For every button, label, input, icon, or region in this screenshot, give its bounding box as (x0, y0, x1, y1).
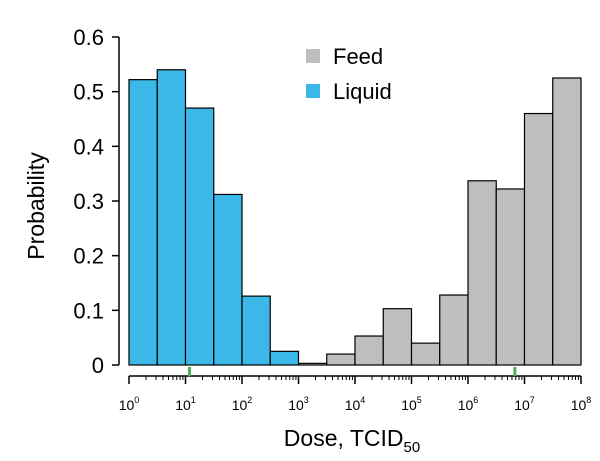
y-tick-label-3: 0.3 (73, 189, 104, 214)
x-axis-title-subscript: 50 (404, 439, 421, 456)
bar-feed-8 (523, 112, 554, 366)
bars-group (128, 69, 582, 366)
y-tick-label-2: 0.2 (73, 244, 104, 269)
legend: Feed Liquid (306, 44, 392, 104)
bar-feed-3 (382, 308, 413, 366)
x-tick-label-7: 107 (514, 395, 535, 413)
y-tick-label-5: 0.5 (73, 80, 104, 105)
bar-feed-7 (495, 188, 526, 366)
bar-feed-4 (410, 342, 441, 366)
y-tick-label-6: 0.6 (73, 25, 104, 50)
legend-swatch-feed (306, 49, 320, 63)
bar-liquid-4 (241, 295, 271, 366)
bar-feed-0 (297, 362, 328, 366)
dose-markers (187, 367, 517, 376)
bar-feed-1 (326, 353, 356, 366)
x-tick-label-8: 108 (571, 395, 592, 413)
legend-swatch-liquid (306, 84, 320, 98)
y-tick-label-4: 0.4 (73, 134, 104, 159)
bar-feed-6 (467, 180, 497, 366)
x-axis-ticks: 100 101 102 103 104 105 106 107 108 (119, 376, 592, 413)
legend-label-liquid: Liquid (333, 79, 392, 104)
y-axis-ticks: 0 0.1 0.2 0.3 0.4 0.5 0.6 (73, 25, 119, 378)
bar-feed-9 (552, 77, 582, 366)
bar-liquid-2 (184, 107, 215, 366)
y-tick-label-1: 0.1 (73, 298, 104, 323)
x-tick-label-1: 101 (175, 395, 196, 413)
x-axis-title: Dose, TCID50 (284, 425, 420, 456)
x-axis-title-main: Dose, TCID (284, 425, 404, 451)
bar-feed-5 (439, 294, 469, 366)
x-tick-label-5: 105 (401, 395, 422, 413)
y-axis-title: Probability (23, 152, 49, 260)
bar-liquid-0 (128, 79, 158, 366)
y-tick-label-0: 0 (92, 353, 104, 378)
x-tick-label-0: 100 (119, 395, 140, 413)
x-tick-label-3: 103 (288, 395, 309, 413)
bar-liquid-1 (156, 69, 187, 366)
x-tick-label-6: 106 (458, 395, 479, 413)
bar-liquid-3 (213, 193, 243, 366)
bar-liquid-5 (269, 350, 300, 366)
legend-label-feed: Feed (333, 44, 383, 69)
x-tick-label-2: 102 (232, 395, 253, 413)
x-tick-label-4: 104 (345, 395, 366, 413)
bar-feed-2 (354, 335, 384, 366)
